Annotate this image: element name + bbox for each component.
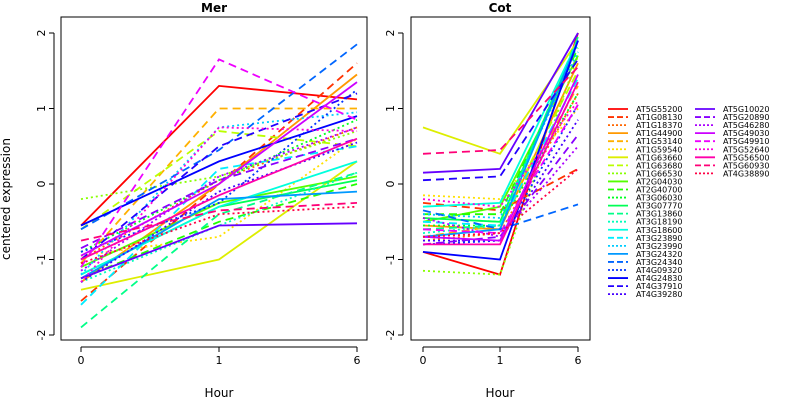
y-tick-label: -2	[384, 330, 397, 341]
series-line-at2g04030	[423, 56, 578, 222]
y-tick-label: -1	[384, 254, 397, 265]
series-line-at5g49910	[81, 59, 357, 267]
series-layer	[81, 44, 357, 327]
y-tick-label: 0	[384, 181, 397, 188]
x-tick-label: 1	[216, 354, 223, 367]
legend-label: AT4G39280	[636, 290, 682, 299]
panel-title: Cot	[489, 1, 512, 15]
series-layer	[423, 33, 578, 275]
panel-cot: Cot Hour 0 1 6 -2 -1 0 1 2	[384, 1, 590, 400]
y-tick-label: -2	[35, 330, 48, 341]
x-axis-title: Hour	[486, 386, 515, 400]
series-line-at3g18600	[81, 161, 357, 274]
series-line-at3g24340	[81, 44, 357, 229]
y-axis-title: centered expression	[0, 138, 13, 260]
series-line-at5g60930	[423, 67, 578, 154]
y-tick-label: 1	[35, 105, 48, 112]
y-tick-label: 0	[35, 181, 48, 188]
x-tick-label: 0	[420, 354, 427, 367]
series-line-at1g08130	[81, 63, 357, 301]
y-tick-label: 2	[384, 30, 397, 37]
series-line-at1g53140	[423, 86, 578, 237]
panel-mer: Mer Hour 0 1 6 -2 -1 0 1 2	[35, 1, 367, 400]
expression-figure: centered expression Mer Hour 0 1 6-2-1012 …	[0, 0, 800, 400]
x-tick-label: 1	[497, 354, 504, 367]
panel-title: Mer	[201, 1, 227, 15]
series-line-at4g24830	[81, 116, 357, 225]
x-tick-label: 6	[575, 354, 582, 367]
x-axis-title: Hour	[205, 386, 234, 400]
y-tick-label: 2	[35, 30, 48, 37]
y-tick-label: -1	[35, 254, 48, 265]
x-tick-label: 6	[354, 354, 361, 367]
legend-label: AT4G38890	[723, 169, 769, 178]
x-tick-label: 0	[78, 354, 85, 367]
series-line-at1g44900	[81, 75, 357, 283]
plot-frame	[411, 17, 590, 340]
legend: AT5G55200AT1G08130AT1G18370AT1G44900AT1G…	[608, 105, 769, 299]
y-tick-label: 1	[384, 105, 397, 112]
